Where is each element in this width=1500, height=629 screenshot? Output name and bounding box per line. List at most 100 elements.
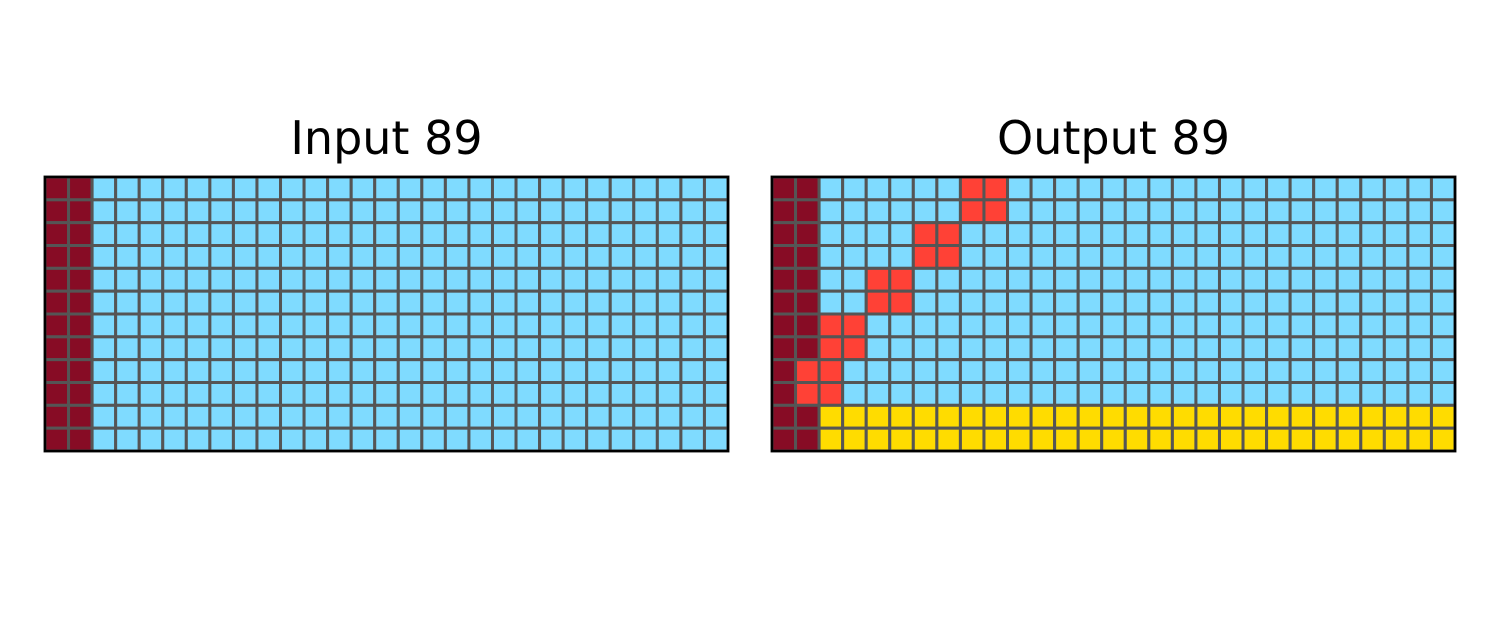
output-grid-cell bbox=[1359, 403, 1386, 430]
output-grid-cell bbox=[1053, 381, 1080, 407]
output-grid-cell bbox=[1288, 426, 1316, 453]
input-grid-cell bbox=[231, 289, 259, 316]
output-grid-cell bbox=[1406, 426, 1433, 453]
input-grid-cell bbox=[90, 381, 118, 407]
output-grid-cell bbox=[1100, 244, 1127, 270]
input-grid-cell bbox=[632, 244, 659, 270]
output-grid-cell bbox=[958, 266, 986, 293]
input-grid-cell bbox=[585, 175, 612, 202]
input-grid-cell bbox=[608, 312, 636, 339]
input-grid-cell bbox=[655, 289, 683, 316]
output-grid-cell bbox=[935, 335, 962, 362]
output-grid-cell bbox=[1100, 403, 1127, 430]
output-grid-cell bbox=[888, 221, 915, 248]
input-grid-cell bbox=[326, 403, 353, 430]
input-grid-cell bbox=[679, 403, 706, 430]
input-grid-cell bbox=[137, 221, 165, 248]
input-grid-cell bbox=[67, 198, 94, 225]
output-grid-cell bbox=[982, 312, 1010, 339]
output-grid-cell bbox=[1170, 426, 1198, 453]
output-grid-cell bbox=[1076, 244, 1104, 270]
input-grid-cell bbox=[702, 175, 730, 202]
input-grid-cell bbox=[514, 266, 542, 293]
output-grid-cell bbox=[1076, 175, 1104, 202]
output-grid-cell bbox=[770, 198, 798, 225]
output-grid-cell bbox=[1076, 358, 1104, 385]
output-grid-cell bbox=[1217, 289, 1245, 316]
output-grid-cell bbox=[1429, 266, 1457, 293]
output-grid-cell bbox=[1241, 335, 1269, 362]
input-grid-cell bbox=[90, 289, 118, 316]
output-grid-cell bbox=[770, 381, 798, 407]
input-grid-cell bbox=[490, 381, 518, 407]
input-grid-cell bbox=[514, 335, 542, 362]
input-grid-cell bbox=[255, 403, 283, 430]
output-grid-cell bbox=[1265, 221, 1292, 248]
output-grid-cell bbox=[982, 198, 1010, 225]
input-grid-cell bbox=[43, 175, 71, 202]
input-grid-cell bbox=[349, 266, 377, 293]
output-grid-cell bbox=[1053, 221, 1080, 248]
output-grid-cell bbox=[794, 244, 821, 270]
output-grid-cell bbox=[1029, 403, 1057, 430]
output-grid-cell bbox=[1288, 312, 1316, 339]
output-grid-cell bbox=[1288, 358, 1316, 385]
input-grid-cell bbox=[443, 312, 471, 339]
output-grid-cell bbox=[864, 289, 892, 316]
input-grid-cell bbox=[231, 221, 259, 248]
input-grid-cell bbox=[490, 198, 518, 225]
input-grid-cell bbox=[561, 198, 589, 225]
output-grid-cell bbox=[1312, 426, 1339, 453]
input-grid-cell bbox=[208, 426, 235, 453]
input-grid-cell bbox=[702, 358, 730, 385]
output-grid-cell bbox=[1194, 198, 1221, 225]
output-grid-cell bbox=[1076, 426, 1104, 453]
input-grid-cell bbox=[279, 381, 306, 407]
output-grid-cell bbox=[864, 244, 892, 270]
input-grid-cell bbox=[702, 244, 730, 270]
input-grid-cell bbox=[490, 426, 518, 453]
input-grid-cell bbox=[538, 289, 565, 316]
output-grid-cell bbox=[1429, 426, 1457, 453]
output-grid-cell bbox=[1406, 403, 1433, 430]
output-grid-cell bbox=[1265, 289, 1292, 316]
output-grid-cell bbox=[1429, 198, 1457, 225]
input-grid-cell bbox=[608, 266, 636, 293]
output-grid-cell bbox=[911, 358, 939, 385]
input-grid-cell bbox=[302, 198, 330, 225]
input-grid-cell bbox=[255, 381, 283, 407]
output-grid-cell bbox=[1288, 335, 1316, 362]
input-grid-cell bbox=[255, 175, 283, 202]
input-grid-cell bbox=[184, 381, 212, 407]
output-grid-cell bbox=[982, 289, 1010, 316]
input-grid-cell bbox=[585, 381, 612, 407]
input-grid-cell bbox=[490, 221, 518, 248]
output-grid-cell bbox=[1029, 198, 1057, 225]
output-grid-cell bbox=[817, 221, 845, 248]
output-grid-cell bbox=[1359, 289, 1386, 316]
output-grid-cell bbox=[1288, 244, 1316, 270]
output-grid-cell bbox=[1288, 198, 1316, 225]
output-grid-cell bbox=[1076, 381, 1104, 407]
input-grid-cell bbox=[396, 175, 424, 202]
input-grid-cell bbox=[114, 312, 141, 339]
output-grid-cell bbox=[864, 266, 892, 293]
output-grid-cell bbox=[1288, 289, 1316, 316]
output-grid-cell bbox=[1382, 335, 1410, 362]
output-grid-cell bbox=[1194, 358, 1221, 385]
output-grid-cell bbox=[1241, 403, 1269, 430]
output-grid-cell bbox=[911, 312, 939, 339]
output-grid-cell bbox=[958, 335, 986, 362]
output-grid-cell bbox=[817, 289, 845, 316]
output-grid-cell bbox=[1406, 381, 1433, 407]
input-grid-cell bbox=[655, 221, 683, 248]
output-grid-cell bbox=[1359, 175, 1386, 202]
output-grid-cell bbox=[982, 221, 1010, 248]
output-grid-cell bbox=[841, 312, 868, 339]
output-grid-cell bbox=[911, 403, 939, 430]
output-grid-cell bbox=[794, 403, 821, 430]
output-grid-cell bbox=[888, 426, 915, 453]
input-grid-cell bbox=[231, 358, 259, 385]
input-grid-cell bbox=[43, 198, 71, 225]
input-grid-cell bbox=[373, 426, 400, 453]
